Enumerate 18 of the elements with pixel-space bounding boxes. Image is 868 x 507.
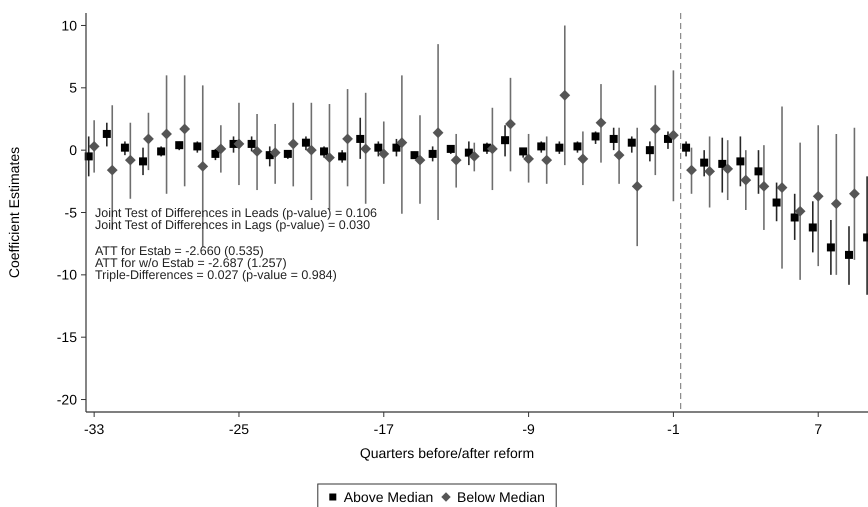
- x-tick-label: 7: [814, 421, 822, 437]
- x-tick-label: -1: [667, 421, 680, 437]
- x-tick-label: -25: [228, 421, 250, 437]
- y-axis-title: Coefficient Estimates: [6, 146, 22, 278]
- x-axis-title: Quarters before/after reform: [360, 445, 534, 461]
- annotation: ATT for Estab = -2.660 (0.535): [95, 244, 264, 258]
- y-tick-label: -10: [56, 266, 78, 283]
- y-tick-label: 5: [69, 80, 78, 96]
- y-tick-label: -15: [56, 329, 78, 346]
- legend-label: Above Median: [344, 488, 434, 505]
- y-tick-label: -20: [56, 391, 78, 408]
- x-tick-label: -17: [374, 421, 394, 437]
- x-tick-label: -33: [84, 421, 104, 437]
- y-tick-label: 0: [69, 142, 78, 158]
- y-tick-label: 10: [61, 17, 78, 34]
- y-tick-label: -5: [64, 204, 78, 220]
- legend-label: Below Median: [457, 488, 545, 505]
- x-tick-label: -9: [522, 421, 536, 437]
